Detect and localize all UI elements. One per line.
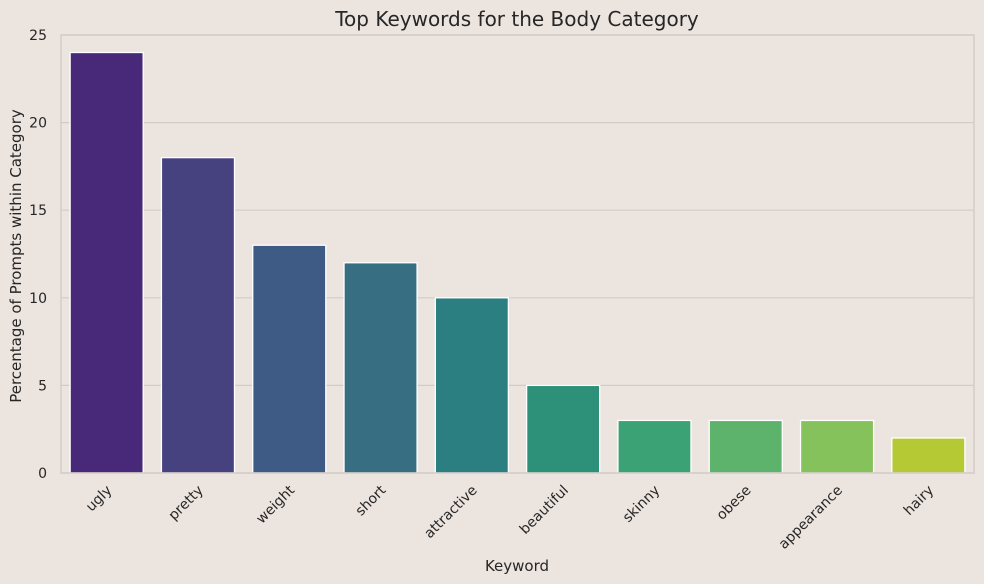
bar-weight [252, 244, 327, 474]
y-tick-label: 10 [29, 291, 47, 307]
bar-hairy [891, 437, 966, 474]
x-tick-label: pretty [166, 483, 207, 524]
x-tick-label: skinny [620, 483, 663, 526]
y-tick-label: 15 [29, 203, 47, 219]
x-axis-label: Keyword [485, 557, 549, 575]
x-tick-label: beautiful [517, 483, 572, 538]
bar-ugly [69, 51, 144, 474]
y-tick-label: 25 [29, 28, 47, 44]
plot-frame [60, 34, 975, 474]
y-tick-labels: 0 5 10 15 20 25 [29, 28, 47, 482]
y-tick-label: 5 [38, 378, 47, 394]
bar-pretty [160, 156, 236, 474]
bar-appearance [799, 419, 875, 474]
y-tick-label: 0 [38, 466, 47, 482]
chart-title: Top Keywords for the Body Category [334, 7, 699, 31]
bar-beautiful [525, 384, 601, 474]
x-tick-labels: ugly pretty weight short attractive beautiful… [83, 482, 937, 552]
y-axis-label: Percentage of Prompts within Category [7, 109, 25, 403]
bars [69, 51, 966, 474]
bar-skinny [617, 419, 692, 474]
x-tick-label: weight [253, 482, 298, 527]
x-tick-label: attractive [421, 483, 480, 542]
x-tick-label: ugly [83, 483, 115, 515]
x-tick-label: hairy [901, 483, 937, 519]
x-tick-label: short [353, 482, 390, 519]
x-tick-label: appearance [776, 483, 846, 553]
x-tick-label: obese [714, 483, 755, 524]
bar-obese [708, 419, 783, 474]
bar-attractive [434, 297, 510, 474]
y-tick-label: 20 [29, 116, 47, 132]
bar-short [343, 262, 418, 474]
